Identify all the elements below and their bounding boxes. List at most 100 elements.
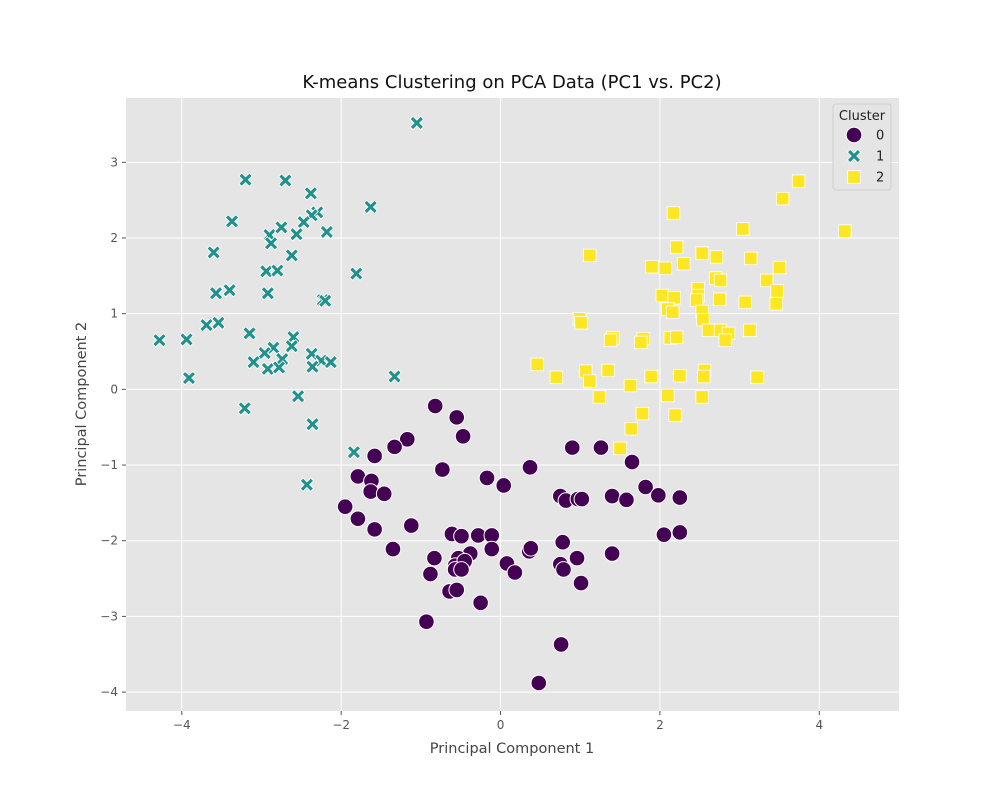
data-point [712,292,727,307]
data-point [791,174,806,188]
y-tick-label: 2 [110,231,118,245]
data-point [554,533,572,551]
data-point [673,369,687,383]
data-point [697,369,711,384]
data-point [346,445,362,460]
data-point [208,286,224,301]
data-point [366,447,383,465]
data-point [260,361,276,377]
data-point [552,636,570,653]
data-point [770,284,784,298]
data-point [530,674,548,692]
data-point [362,483,379,500]
data-point [426,549,443,567]
data-point [592,439,610,456]
data-point [666,206,681,220]
series-cluster-1 [152,115,425,492]
data-point [713,273,728,288]
data-point [274,220,289,235]
legend: Cluster 0 1 2 [832,103,892,191]
data-point [434,461,451,478]
y-tick-label: 1 [110,307,118,321]
legend-label: 0 [876,129,884,144]
data-point [573,490,591,508]
data-point [263,236,279,251]
data-point [290,389,306,404]
grid-lines [126,98,899,711]
data-point [665,305,680,319]
data-point [671,524,689,541]
data-point [426,397,444,415]
x-tick-label: 4 [815,718,823,732]
data-point [601,363,615,378]
data-point [555,561,572,578]
legend-marker [845,126,863,144]
x-axis-label: Principal Component 1 [430,741,594,757]
data-point [224,214,240,229]
data-point [386,438,403,456]
data-point [769,297,783,311]
data-point [655,288,670,303]
data-point [259,264,274,279]
legend-marker [847,170,861,184]
data-point [448,581,466,599]
data-point [271,360,287,375]
y-tick-label: −1 [100,458,118,472]
data-point [242,326,257,341]
data-point [179,332,194,347]
data-point [349,266,364,281]
data-point [453,561,470,578]
data-point [760,273,774,288]
data-point [409,115,425,131]
data-point [211,315,226,330]
data-point [583,374,597,388]
axis-ticks: −4 −2 0 2 4 −4 −3 −2 −1 0 1 2 3 [100,155,823,732]
data-point [549,370,564,384]
x-tick-label: 0 [497,718,505,732]
data-points [152,115,852,692]
data-point [645,260,659,274]
data-point [603,487,621,505]
data-point [422,565,439,583]
data-point [399,431,416,448]
data-point [650,487,667,504]
data-point [318,293,333,308]
data-point [603,545,621,562]
data-point [701,323,716,338]
y-axis-label: Principal Component 2 [74,322,90,486]
data-point [448,409,466,426]
data-point [270,263,285,278]
data-point [689,293,704,307]
data-point [744,251,758,266]
data-point [284,339,299,354]
data-point [750,370,764,384]
x-tick-label: 2 [656,718,664,732]
data-point [635,406,650,421]
data-point [583,248,597,263]
data-point [613,441,627,456]
data-point [677,257,691,271]
plot-area [126,98,899,711]
data-point [668,408,682,422]
data-point [572,574,590,592]
data-point [453,527,470,545]
data-point [152,333,167,348]
data-point [671,489,689,506]
data-point [402,517,420,534]
data-point [305,417,320,432]
data-point [206,245,221,260]
data-point [181,370,197,386]
data-point [644,369,658,384]
data-point [366,521,383,538]
series-cluster-0 [336,397,689,692]
data-point [655,526,673,543]
data-point [296,214,311,230]
data-point [772,260,787,275]
data-point [275,351,290,367]
legend-marker [846,148,862,164]
y-tick-label: −3 [100,609,118,623]
data-point [222,283,237,298]
data-point [623,453,641,471]
legend-label: 1 [876,150,884,165]
